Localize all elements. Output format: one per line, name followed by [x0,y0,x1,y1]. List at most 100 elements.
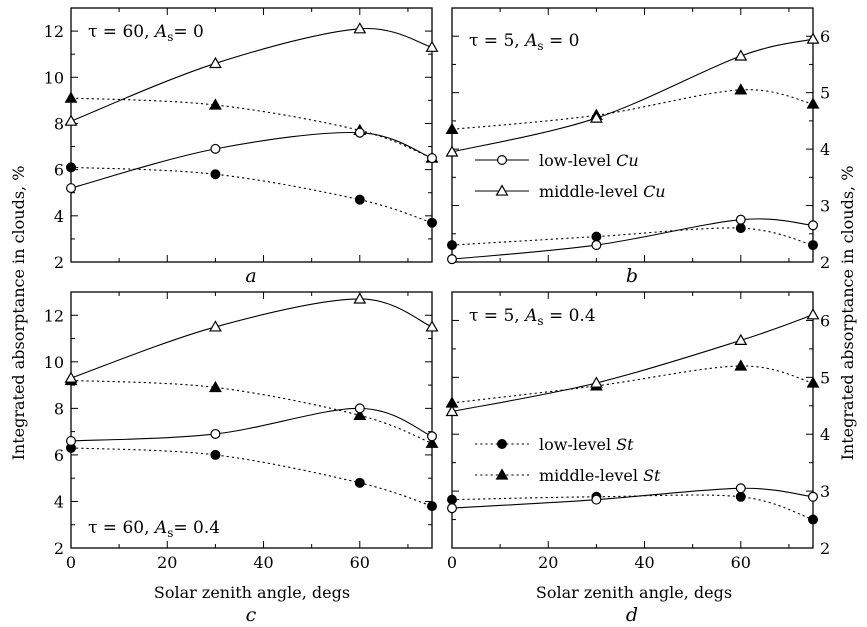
legend-entry-d-0: low-level St [475,435,634,454]
series-line-st_low-b [451,227,814,246]
data-point-cu_mid-a [64,114,78,126]
y-tick-label-d: 6 [820,311,830,330]
series-line-cu_mid-c [70,298,433,379]
series-line-cu_mid-b [451,38,814,153]
data-point-cu_mid-b [445,145,459,157]
data-point-cu_mid-a [353,22,367,34]
data-point-st_mid-b [734,83,748,95]
data-point-cu_mid-d [806,308,820,320]
panel-label-b: b [626,265,638,287]
data-point-cu_low-a [354,127,365,138]
y-tick-label-a: 2 [54,253,64,272]
y-tick-label-a: 12 [44,22,64,41]
series-line-cu_low-a [70,131,433,189]
data-point-cu_low-a [65,183,76,194]
data-point-st_low-a [210,169,221,180]
series-line-st_mid-b [451,89,814,130]
panel-title-a: τ = 60, As= 0 [88,22,204,44]
data-point-cu_low-d [447,503,458,514]
y-tick-label-b: 3 [820,197,830,216]
y-tick-label-c: 6 [54,446,64,465]
y-tick-label-b: 2 [820,253,830,272]
y-tick-label-d: 3 [820,482,830,501]
y-tick-label-d: 4 [820,425,830,444]
y-tick-label-c: 2 [54,539,64,558]
data-point-cu_low-b [447,254,458,265]
data-point-cu_mid-c [64,371,78,383]
panel-label-c: c [246,604,257,626]
legend-entry-b-1: middle-level Cu [475,182,666,201]
series-line-cu_mid-a [70,28,433,122]
data-point-cu_mid-b [806,32,820,44]
data-point-st_low-c [210,449,221,460]
plot-frame-a [70,7,433,263]
x-axis-label-right: Solar zenith angle, degs [536,583,732,602]
y-tick-label-c: 10 [44,353,64,372]
data-point-st_mid-d [806,376,820,388]
legend-marker-d [495,468,509,480]
data-point-st_low-b [735,223,746,234]
series-line-cu_low-c [70,407,433,442]
y-tick-label-a: 4 [54,207,64,226]
data-point-st_mid-d [734,359,748,371]
data-point-st_mid-a [64,91,78,103]
data-point-cu_mid-b [589,111,603,123]
plot-frame-c [70,291,433,549]
panel-title-c: τ = 60, As= 0.4 [88,518,220,540]
data-point-st_low-d [807,514,818,525]
x-tick-label-c: 20 [157,553,177,572]
data-point-st_low-d [447,494,458,505]
series-line-st_low-a [70,166,433,224]
data-point-st_low-c [354,477,365,488]
data-point-cu_low-c [354,403,365,414]
data-point-cu_low-d [807,491,818,502]
panel-a: 2 4 6 8 10 12 τ = 60, As= 0 a [44,7,439,287]
data-point-cu_mid-a [425,40,439,52]
y-tick-label-d: 5 [820,368,830,387]
legend-label-b: middle-level Cu [539,182,666,201]
data-point-cu_mid-a [208,56,222,69]
plot-frame-b [451,7,814,263]
data-point-st_low-c [427,501,438,512]
x-tick-label-d: 20 [538,553,558,572]
series-line-cu_mid-d [451,314,814,413]
y-tick-label-c: 12 [44,306,64,325]
data-point-st_low-b [591,231,602,242]
legend-marker-d [497,439,508,450]
y-tick-label-a: 8 [54,114,64,133]
data-point-st_low-a [354,194,365,205]
legend-entry-b-0: low-level Cu [475,151,639,170]
x-tick-label-d: 60 [731,553,751,572]
legend-marker-b [495,184,509,196]
data-point-cu_low-b [591,240,602,251]
data-point-cu_low-d [735,483,746,494]
data-point-st_low-a [427,217,438,228]
data-point-cu_mid-d [589,376,603,388]
data-point-cu_low-c [65,435,76,446]
legend-marker-b [497,155,508,166]
data-point-st_low-b [447,240,458,251]
legend-label-d: low-level St [539,435,634,454]
data-point-cu_mid-c [353,292,367,304]
series-line-st_low-c [70,447,433,507]
x-axis-label-left: Solar zenith angle, degs [154,583,350,602]
legend-entry-d-1: middle-level St [475,466,661,485]
data-point-cu_mid-d [734,333,748,346]
data-point-cu_low-c [210,428,221,439]
data-point-cu_low-b [807,220,818,231]
y-tick-label-c: 8 [54,399,64,418]
data-point-st_mid-b [445,122,459,135]
series-line-st_mid-a [70,97,433,159]
panel-c: 0 20 40 60 2 4 6 8 10 12 τ = 60, As= 0.4 c [44,291,439,626]
x-tick-label-d: 40 [634,553,654,572]
panel-title-b: τ = 5, As = 0 [469,31,579,53]
x-tick-label-d: 0 [447,553,457,572]
x-tick-label-c: 40 [253,553,273,572]
data-point-st_low-d [735,491,746,502]
data-point-cu_low-c [427,431,438,442]
y-tick-label-b: 6 [820,27,830,46]
data-point-cu_mid-c [425,320,439,332]
data-point-st_low-b [807,240,818,251]
y-tick-label-c: 4 [54,492,64,511]
data-point-cu_mid-d [445,404,459,417]
